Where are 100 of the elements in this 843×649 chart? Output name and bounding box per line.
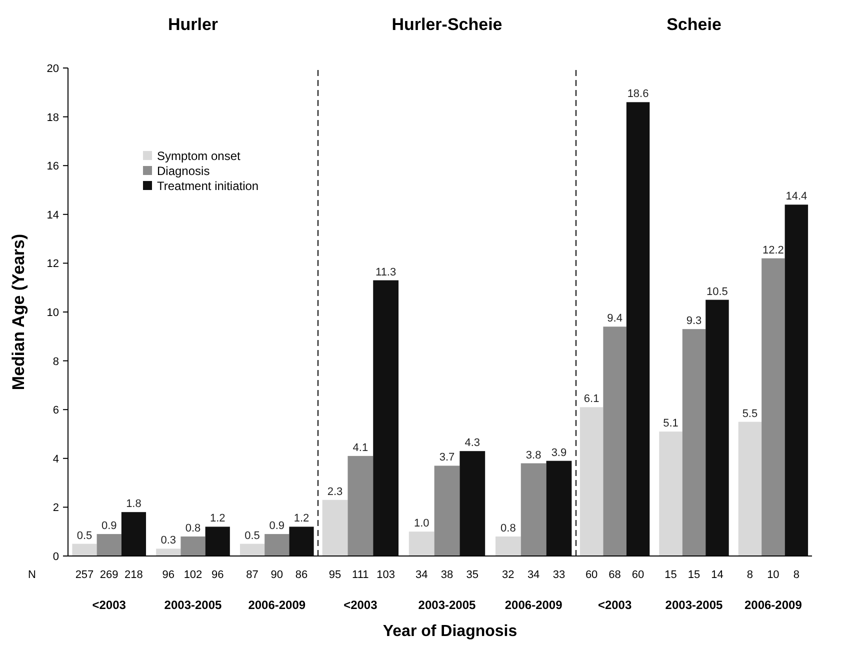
- text: 95: [328, 569, 342, 581]
- text: 15: [664, 569, 677, 581]
- bar: [682, 329, 706, 556]
- bar: [626, 102, 650, 556]
- data-label: 0.8: [185, 522, 201, 534]
- data-label: 10.5: [706, 286, 728, 298]
- text: 269: [100, 569, 118, 581]
- bar: [659, 432, 682, 556]
- text: 15: [688, 569, 700, 581]
- x-tick-label: <2003: [344, 598, 378, 612]
- text: 32: [502, 569, 514, 581]
- text: 34: [415, 569, 428, 581]
- data-label: 5.1: [663, 418, 678, 430]
- y-tick-label: 18: [46, 112, 59, 124]
- bar: [460, 451, 486, 556]
- text: 35: [466, 569, 479, 581]
- y-tick-label: 6: [52, 404, 59, 417]
- bar: [348, 456, 374, 556]
- y-tick-label: 20: [46, 63, 59, 75]
- data-label: 3.7: [439, 452, 455, 464]
- x-tick-label: <2003: [598, 598, 632, 612]
- x-tick-label: 2006-2009: [744, 598, 802, 612]
- bar: [96, 534, 122, 556]
- y-tick-label: 12: [46, 258, 59, 270]
- data-label: 1.8: [126, 498, 142, 510]
- text: 10: [767, 569, 780, 581]
- bar: [240, 544, 265, 556]
- data-label: 1.2: [294, 512, 310, 525]
- text: 68: [608, 569, 621, 581]
- text: 86: [295, 569, 308, 581]
- x-tick-label: 2003-2005: [164, 598, 222, 612]
- data-label: 12.2: [762, 244, 784, 256]
- bar: [762, 258, 785, 556]
- data-label: 0.5: [244, 530, 260, 542]
- data-label: 11.3: [376, 266, 396, 278]
- bar: [121, 512, 146, 556]
- data-label: 0.3: [160, 534, 176, 547]
- y-tick-label: 0: [52, 551, 59, 563]
- bar: [180, 536, 206, 556]
- text: 33: [552, 569, 566, 581]
- text: 60: [585, 569, 598, 581]
- legend-label: Diagnosis: [157, 164, 210, 178]
- data-label: 0.9: [101, 520, 117, 532]
- data-label: 0.5: [76, 530, 92, 542]
- data-label: 14.4: [786, 190, 808, 203]
- text: 96: [211, 569, 224, 581]
- text: 8: [793, 569, 800, 581]
- y-tick-label: 2: [52, 502, 59, 514]
- text: N: [28, 569, 36, 581]
- y-axis-title: Median Age (Years): [9, 234, 28, 390]
- y-tick-label: 14: [46, 209, 59, 222]
- x-tick-label: 2006-2009: [504, 598, 563, 612]
- bar: [373, 280, 399, 556]
- x-tick-label: 2003-2005: [418, 598, 476, 612]
- x-tick-label: <2003: [92, 598, 126, 612]
- text: 218: [124, 569, 143, 581]
- data-label: 9.4: [607, 312, 622, 325]
- chart-title: Hurler: [168, 15, 218, 34]
- x-tick-label: 2003-2005: [665, 598, 724, 612]
- bar: [546, 460, 572, 556]
- text: 96: [162, 569, 175, 581]
- text: 87: [246, 569, 258, 581]
- y-tick-label: 8: [52, 356, 59, 368]
- bar: [706, 300, 729, 556]
- data-label: 4.1: [352, 442, 368, 454]
- text: 14: [711, 569, 724, 581]
- data-label: 1.2: [210, 512, 226, 525]
- x-axis-title: Year of Diagnosis: [382, 623, 518, 640]
- bar: [156, 548, 181, 556]
- bar: [264, 534, 290, 556]
- bar: [205, 526, 230, 556]
- bar: [520, 463, 546, 556]
- legend-label: Treatment initiation: [157, 179, 259, 193]
- text: 34: [527, 569, 540, 581]
- data-label: 5.5: [742, 408, 758, 420]
- bar: [72, 544, 97, 556]
- data-label: 4.3: [464, 437, 480, 450]
- text: 102: [184, 569, 202, 581]
- bar: [408, 532, 434, 556]
- data-label: 3.8: [526, 449, 542, 462]
- y-tick-label: 4: [52, 453, 59, 466]
- text: 60: [632, 569, 644, 581]
- data-label: 1.0: [414, 518, 430, 530]
- bar: [580, 407, 604, 556]
- text: 103: [376, 569, 395, 581]
- data-label: 18.6: [627, 88, 649, 100]
- bar: [784, 204, 808, 556]
- bar: [495, 536, 521, 556]
- legend-label: Symptom onset: [157, 149, 242, 163]
- bar: [738, 422, 762, 556]
- text: 90: [270, 569, 284, 581]
- chart-title: Scheie: [666, 15, 722, 34]
- data-label: 3.9: [551, 446, 567, 459]
- bar: [289, 526, 314, 556]
- text: 111: [352, 569, 369, 581]
- x-tick-label: 2006-2009: [248, 598, 306, 612]
- y-tick-label: 10: [46, 307, 59, 319]
- bar: [603, 326, 626, 556]
- data-label: 2.3: [327, 486, 343, 498]
- bar: [434, 466, 460, 556]
